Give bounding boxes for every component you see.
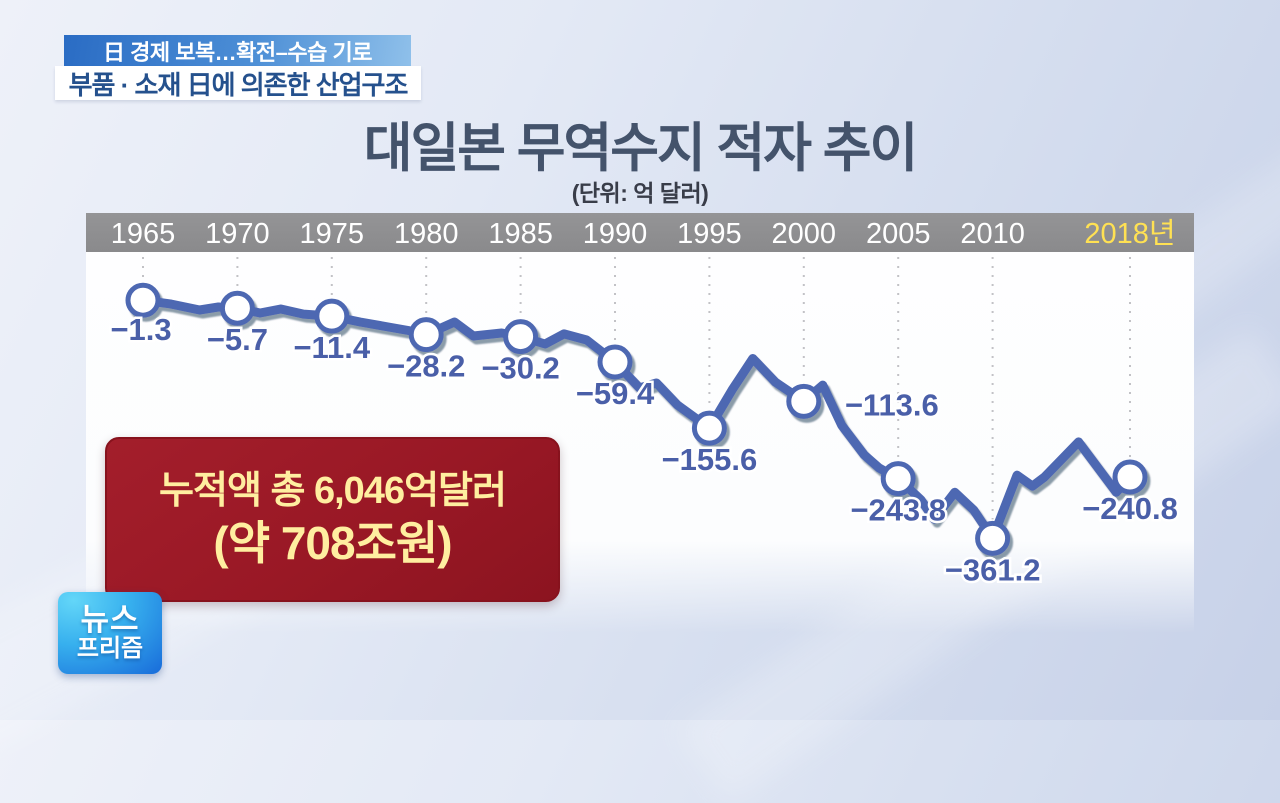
headline-banner-primary-text: 日 경제 보복…확전–수습 기로 <box>103 39 372 65</box>
year-tick-label: 2000 <box>772 218 837 250</box>
news-broadcast-frame: { "broadcast": { "top_banner_primary": "… <box>0 0 1280 720</box>
chart-unit-note: (단위: 억 달러) <box>571 180 709 206</box>
data-point-marker <box>597 344 633 380</box>
year-tick-label: 1965 <box>111 218 176 250</box>
year-tick-label: 1975 <box>300 218 365 250</box>
year-tick-label: 1985 <box>488 218 553 250</box>
year-tick-label: 1980 <box>394 218 459 250</box>
deficit-line <box>138 295 1135 543</box>
year-axis-bar <box>86 213 1194 252</box>
year-tick-label: 1990 <box>583 218 648 250</box>
data-point-label: −1.3 <box>110 312 171 347</box>
program-logo-text-line1: 뉴스 <box>80 601 140 637</box>
data-point-label: −5.7 <box>207 322 268 357</box>
data-point-label: −28.2 <box>387 349 465 384</box>
data-point-label: −155.6 <box>662 442 758 477</box>
data-point-label: −30.2 <box>481 351 559 386</box>
headline-banner-secondary: 부품 · 소재 日에 의존한 산업구조 <box>55 66 421 100</box>
program-logo-text-line2: 프리즘 <box>76 634 144 662</box>
data-point-marker <box>219 290 255 326</box>
headline-banner-secondary-text: 부품 · 소재 日에 의존한 산업구조 <box>68 69 409 100</box>
data-point-label: −113.6 <box>845 387 939 422</box>
data-point-label: −59.4 <box>576 376 655 411</box>
cumulative-total-amount: 누적액 총 6,046억달러 <box>159 470 507 513</box>
year-tick-label: 1995 <box>677 218 742 250</box>
program-logo: 뉴스 프리즘 <box>58 592 162 674</box>
cumulative-total-callout: 누적액 총 6,046억달러 (약 708조원) <box>105 437 560 602</box>
data-point-marker <box>1112 459 1148 495</box>
data-point-label: −11.4 <box>293 330 370 365</box>
data-point-label: −240.8 <box>1082 491 1178 526</box>
data-point-marker <box>691 410 727 446</box>
year-tick-label: 1970 <box>205 218 270 250</box>
data-point-marker <box>975 520 1011 556</box>
data-point-marker <box>880 461 916 497</box>
data-point-marker <box>503 319 539 355</box>
year-tick-label: 2018년 <box>1084 218 1175 250</box>
data-point-marker <box>125 282 161 318</box>
data-point-label: −361.2 <box>945 552 1041 587</box>
data-point-marker <box>786 383 822 419</box>
year-tick-label: 2010 <box>960 218 1025 250</box>
data-point-marker <box>408 317 444 353</box>
cumulative-total-won: (약 708조원) <box>213 516 452 569</box>
data-point-marker <box>314 298 350 334</box>
year-tick-label: 2005 <box>866 218 931 250</box>
deficit-line-group <box>125 282 1148 556</box>
headline-banner-primary: 日 경제 보복…확전–수습 기로 <box>64 35 411 66</box>
data-point-label: −243.8 <box>850 493 946 528</box>
trade-deficit-line-chart: 1965 1970 1975 1980 1985 1990 1995 2000 2005 2010… <box>110 218 1178 588</box>
